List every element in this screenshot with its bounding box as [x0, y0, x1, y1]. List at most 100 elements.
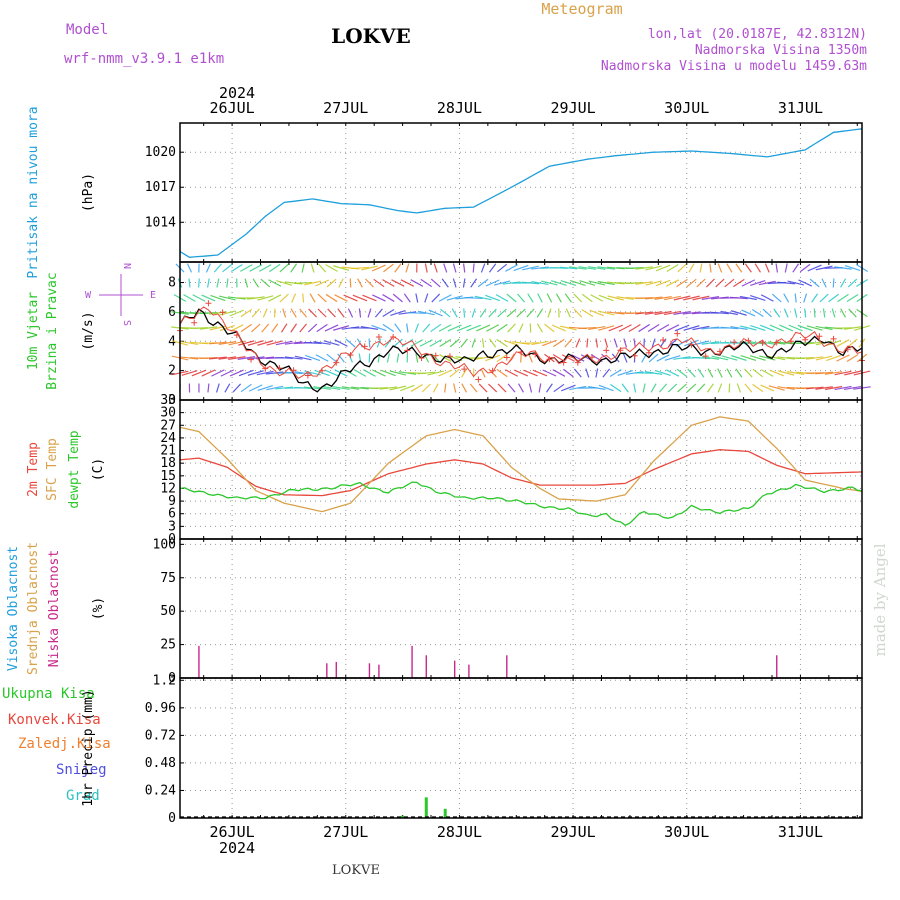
wind-arrow	[573, 368, 582, 378]
wind-arrow	[512, 341, 530, 345]
wind-arrow	[701, 341, 720, 345]
wind-arrow	[351, 266, 369, 270]
wind-arrow	[522, 265, 539, 271]
wind-arrow	[256, 370, 274, 376]
gust-marker	[603, 347, 610, 354]
wind-arrow	[528, 353, 533, 363]
wind-arrow	[443, 263, 448, 273]
wind-arrow	[655, 370, 671, 376]
wind-arrow	[595, 338, 599, 348]
wind-arrow	[374, 308, 383, 318]
wind-arrow	[736, 383, 742, 393]
wind-arrow	[383, 263, 394, 273]
wind-arrow	[847, 338, 858, 348]
wind-arrow	[488, 383, 498, 393]
day-tick-label: 30JUL	[664, 99, 709, 117]
wind-arrow	[420, 278, 433, 288]
wind-arrow	[309, 293, 316, 303]
wind-arrow	[598, 294, 614, 302]
wind-arrow	[431, 293, 441, 303]
wind-arrow	[449, 338, 460, 348]
wind-arrow	[282, 308, 287, 318]
wind-arrow	[701, 296, 720, 300]
wind-arrow	[332, 385, 350, 391]
wind-arrow	[664, 295, 682, 301]
y-tick-label: 0.72	[145, 728, 176, 743]
wind-arrow	[325, 264, 338, 272]
wind-arrow	[588, 386, 606, 390]
wind-arrow	[676, 278, 688, 288]
wind-arrow	[692, 325, 710, 331]
wind-arrow	[433, 263, 438, 273]
y-tick-label: 12	[160, 481, 176, 496]
wind-arrow	[528, 383, 533, 393]
wind-arrow	[497, 308, 507, 318]
wind-arrow	[389, 385, 407, 391]
footer-station: LOKVE	[332, 863, 380, 878]
wind-arrow	[266, 340, 283, 346]
line-dewpt-temp	[179, 481, 863, 526]
wind-arrow	[764, 263, 770, 273]
wind-arrow	[834, 266, 852, 270]
wind-arrow	[645, 280, 662, 286]
wind-arrow	[824, 371, 843, 375]
wind-arrow	[208, 356, 227, 360]
wind-arrow	[633, 383, 637, 393]
wind-arrow	[265, 371, 284, 375]
wind-arrow	[361, 265, 378, 271]
wind-arrow	[665, 279, 680, 287]
wind-arrow	[750, 294, 766, 302]
gust-marker	[475, 376, 482, 383]
wind-arrow	[832, 278, 835, 288]
y-tick-label: 0	[168, 532, 176, 547]
wind-arrow	[847, 278, 858, 288]
wind-arrow	[531, 340, 549, 346]
wind-arrow	[628, 324, 641, 332]
wind-arrow	[815, 325, 833, 331]
elevation-text: Nadmorska Visina 1350m	[695, 43, 867, 58]
wind-arrow	[595, 368, 599, 378]
wind-arrow	[731, 355, 747, 361]
wind-arrow	[326, 353, 337, 363]
wind-arrow	[760, 384, 775, 392]
wind-arrow	[480, 263, 486, 273]
bar-low_cloud	[453, 660, 456, 678]
wind-arrow	[686, 278, 697, 288]
wind-arrow	[569, 266, 587, 270]
wind-arrow	[606, 266, 625, 270]
day-tick-label: 30JUL	[664, 823, 709, 841]
compass-east: E	[150, 290, 156, 301]
wind-arrow	[415, 293, 419, 303]
wind-arrow	[707, 368, 714, 378]
wind-arrow	[230, 324, 244, 332]
panel-precip: 0 0.24 0.48 0.72 0.96 1.2 1hr Precip (mm)	[81, 673, 863, 826]
wind-arrow	[571, 354, 585, 362]
wind-arrow	[452, 263, 457, 273]
wind-arrow	[824, 385, 843, 391]
wind-arrow	[452, 278, 457, 288]
wind-arrow	[441, 278, 449, 288]
wind-arrow	[744, 368, 753, 378]
wind-arrow	[726, 263, 733, 273]
wind-arrow	[686, 383, 697, 393]
wind-arrow	[290, 263, 298, 273]
gust-marker	[375, 333, 382, 340]
wind-arrow	[180, 356, 199, 360]
wind-arrow	[676, 368, 688, 378]
wind-arrow	[588, 280, 606, 286]
wind-arrow	[424, 293, 429, 303]
axis-label: SFC Temp	[45, 438, 60, 501]
gust-marker	[418, 354, 425, 361]
wind-arrow	[189, 327, 208, 329]
wind-arrow	[463, 308, 466, 318]
wind-arrow	[357, 278, 363, 288]
wind-arrow	[186, 263, 193, 273]
wind-arrow	[284, 356, 303, 360]
wind-arrow	[376, 338, 382, 348]
wind-arrow	[462, 278, 466, 288]
wind-arrow	[386, 353, 390, 363]
wind-arrow	[382, 323, 395, 333]
panel-pressure: 1014 1017 1020 Pritisak na nivou mora (hPa)	[26, 106, 863, 279]
wind-arrow	[422, 323, 431, 333]
